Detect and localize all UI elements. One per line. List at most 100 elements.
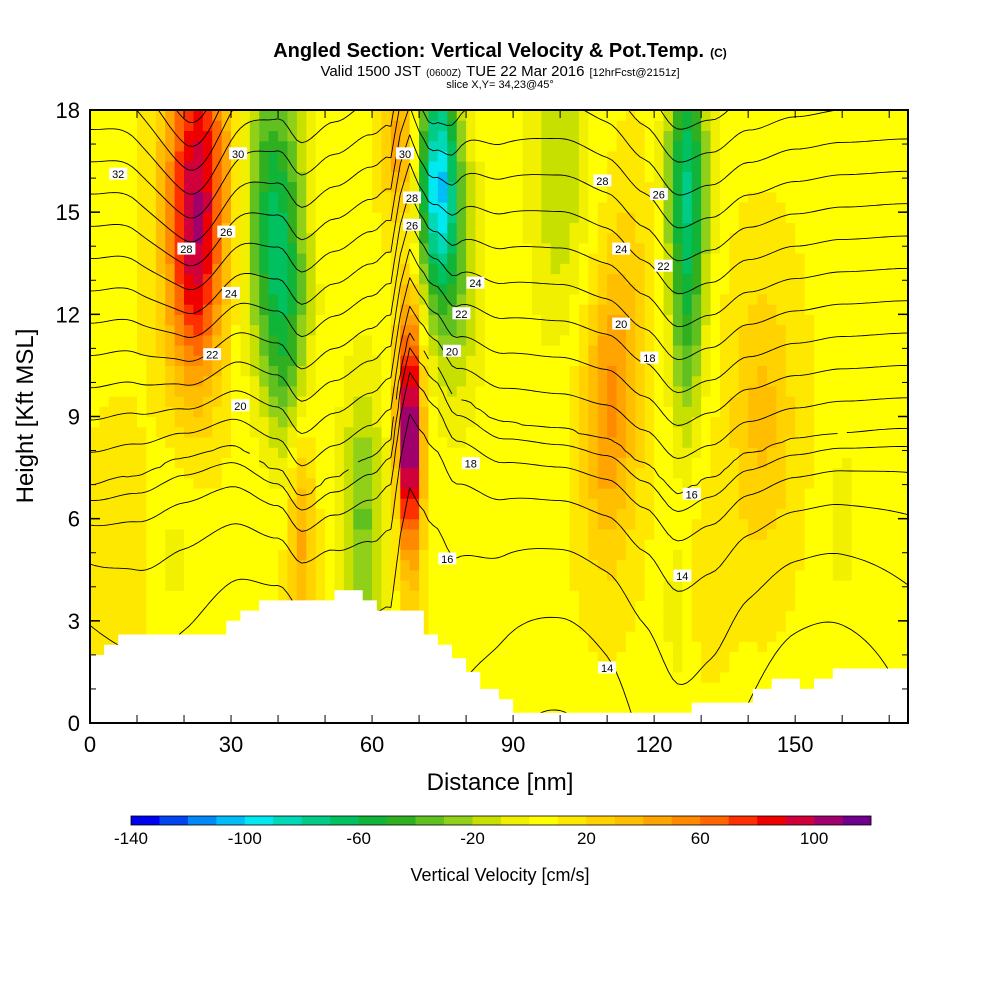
velocity-cell: [99, 600, 110, 612]
velocity-cell: [748, 304, 759, 315]
velocity-cell: [419, 528, 430, 540]
velocity-cell: [729, 253, 740, 264]
velocity-cell: [738, 447, 749, 458]
velocity-cell: [513, 651, 524, 663]
velocity-cell: [146, 242, 157, 254]
velocity-cell: [738, 396, 749, 407]
velocity-cell: [484, 467, 495, 479]
velocity-cell: [165, 488, 176, 499]
velocity-cell: [372, 314, 383, 326]
velocity-cell: [588, 579, 599, 591]
velocity-cell: [654, 212, 665, 223]
velocity-cell: [672, 355, 683, 367]
velocity-cell: [776, 631, 787, 642]
velocity-cell: [137, 181, 148, 193]
velocity-cell: [343, 498, 354, 510]
velocity-cell: [607, 385, 618, 397]
velocity-cell: [870, 467, 881, 479]
velocity-cell: [804, 559, 815, 571]
velocity-cell: [494, 212, 505, 223]
velocity-cell: [174, 293, 185, 305]
velocity-cell: [766, 416, 777, 428]
velocity-cell: [813, 171, 824, 183]
velocity-cell: [654, 620, 665, 632]
velocity-cell: [860, 518, 871, 530]
velocity-cell: [813, 631, 824, 642]
velocity-cell: [569, 365, 580, 377]
velocity-cell: [654, 171, 665, 183]
velocity-cell: [334, 355, 345, 367]
velocity-cell: [315, 324, 326, 336]
velocity-cell: [785, 253, 796, 264]
velocity-cell: [569, 293, 580, 305]
velocity-cell: [287, 579, 298, 591]
velocity-cell: [231, 528, 242, 540]
velocity-cell: [193, 273, 204, 285]
velocity-cell: [325, 416, 336, 428]
velocity-cell: [494, 293, 505, 305]
velocity-cell: [541, 620, 552, 632]
velocity-cell: [701, 426, 712, 438]
velocity-cell: [202, 242, 213, 254]
velocity-cell: [795, 365, 806, 377]
velocity-cell: [221, 416, 232, 428]
velocity-cell: [296, 355, 307, 367]
velocity-cell: [654, 201, 665, 213]
velocity-cell: [776, 375, 787, 387]
velocity-cell: [691, 671, 702, 683]
velocity-cell: [560, 518, 571, 530]
velocity-cell: [616, 150, 627, 162]
velocity-cell: [578, 549, 589, 561]
velocity-cell: [625, 498, 636, 510]
velocity-cell: [513, 385, 524, 397]
velocity-cell: [879, 406, 890, 418]
velocity-cell: [184, 365, 195, 377]
velocity-cell: [597, 528, 608, 540]
velocity-cell: [832, 631, 843, 642]
velocity-cell: [851, 641, 862, 653]
velocity-cell: [419, 222, 430, 234]
velocity-cell: [804, 181, 815, 193]
velocity-cell: [748, 334, 759, 346]
velocity-cell: [240, 201, 251, 213]
velocity-cell: [353, 181, 364, 193]
velocity-cell: [428, 273, 439, 285]
velocity-cell: [513, 610, 524, 622]
velocity-cell: [278, 253, 289, 264]
velocity-cell: [259, 559, 270, 571]
velocity-cell: [672, 365, 683, 377]
velocity-cell: [616, 396, 627, 407]
velocity-cell: [776, 314, 787, 326]
velocity-cell: [99, 273, 110, 285]
velocity-cell: [259, 385, 270, 397]
velocity-cell: [776, 447, 787, 458]
velocity-cell: [456, 590, 467, 601]
velocity-cell: [231, 334, 242, 346]
velocity-cell: [259, 161, 270, 172]
velocity-cell: [381, 467, 392, 479]
velocity-cell: [484, 406, 495, 418]
velocity-cell: [616, 518, 627, 530]
velocity-cell: [268, 365, 279, 377]
velocity-cell: [325, 477, 336, 489]
velocity-cell: [795, 426, 806, 438]
velocity-cell: [155, 140, 166, 152]
velocity-cell: [541, 150, 552, 162]
velocity-cell: [174, 191, 185, 203]
velocity-cell: [682, 671, 693, 683]
velocity-cell: [466, 253, 477, 264]
velocity-cell: [710, 212, 721, 223]
velocity-cell: [541, 396, 552, 407]
velocity-cell: [381, 569, 392, 581]
velocity-cell: [296, 365, 307, 377]
velocity-cell: [588, 344, 599, 356]
velocity-cell: [212, 355, 223, 367]
velocity-cell: [870, 539, 881, 550]
velocity-cell: [212, 314, 223, 326]
velocity-cell: [813, 539, 824, 550]
velocity-cell: [560, 467, 571, 479]
velocity-cell: [560, 161, 571, 172]
velocity-cell: [447, 181, 458, 193]
velocity-cell: [287, 273, 298, 285]
velocity-cell: [870, 201, 881, 213]
